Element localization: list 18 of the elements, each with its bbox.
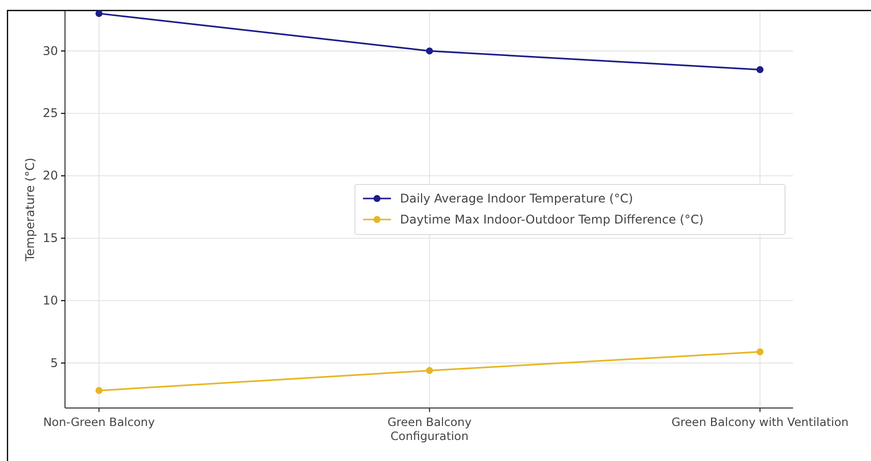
x-tick-label: Green Balcony with Ventilation [671,415,849,429]
y-tick-label: 30 [42,44,58,58]
x-tick-label: Non-Green Balcony [43,415,155,429]
y-tick-label: 25 [42,106,58,120]
point [96,387,102,394]
point [96,10,102,17]
y-axis-title: Temperature (°C) [23,158,37,262]
y-tick-label: 15 [42,231,58,246]
y-tick-label: 10 [42,293,58,308]
point [426,47,433,54]
point [426,367,433,374]
x-tick-label: Green Balcony Configuration [387,415,472,443]
y-tick-label: 5 [50,356,58,370]
y-tick-label: 20 [42,168,58,183]
point [756,66,764,74]
legend-label: Daytime Max Indoor-Outdoor Temp Difference (°C) [400,212,704,226]
legend-label: Daily Average Indoor Temperature (°C) [400,192,634,206]
point [756,348,764,356]
